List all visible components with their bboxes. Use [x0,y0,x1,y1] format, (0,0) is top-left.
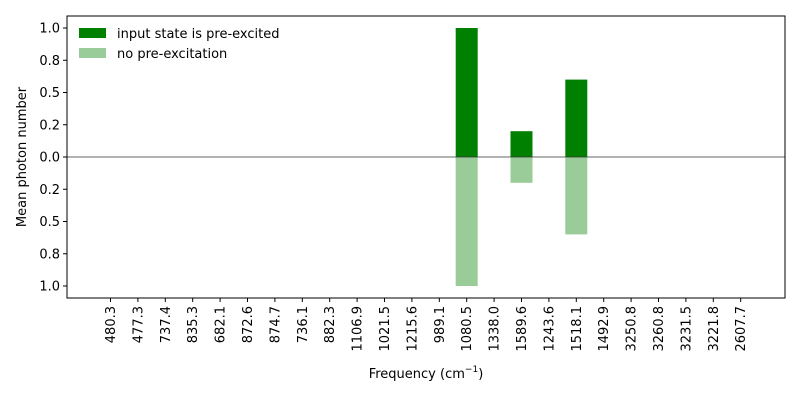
y-tick-label: 0.5 [39,86,60,101]
legend: input state is pre-excited no pre-excitat… [79,27,280,62]
x-tick-label: 1243.6 [542,306,557,352]
bar-no-pre-excitation-1518-1 [565,157,588,235]
y-tick-label: 0.8 [39,54,60,69]
x-tick-label: 882.3 [323,306,338,343]
y-axis-label: Mean photon number [15,86,30,227]
x-tick-label: 989.1 [433,306,448,343]
x-tick-label: 737.4 [159,306,174,343]
legend-swatch [79,48,106,58]
x-tick-label: 736.1 [296,306,311,343]
legend-label: input state is pre-excited [117,27,280,42]
x-axis-ticks: 480.3 477.3 737.4 835.3 682.1 872.6 874.7 736.1… [104,298,749,352]
bars-layer [455,28,588,286]
legend-label: no pre-excitation [117,47,227,62]
x-tick-label: 1589.6 [515,306,530,352]
x-tick-label: 3221.8 [707,306,722,352]
x-tick-label: 1080.5 [460,306,475,352]
x-tick-label: 1021.5 [378,306,393,352]
bar-no-pre-excitation-1589-6 [510,157,533,183]
x-tick-label: 3231.5 [679,306,694,352]
x-tick-label: 872.6 [241,306,256,343]
bar-pre-excited-1080-5 [455,28,478,157]
x-tick-label: 1338.0 [488,306,503,352]
x-tick-label: 835.3 [186,306,201,343]
x-axis-label-exponent: −1 [465,365,478,375]
x-tick-label: 1215.6 [405,306,420,352]
y-tick-label: 0.0 [39,151,60,166]
x-tick-label: 2607.7 [734,306,749,352]
bar-pre-excited-1589-6 [510,131,533,157]
x-tick-label: 3250.8 [625,306,640,352]
y-tick-label: 0.5 [39,215,60,230]
x-tick-label: 682.1 [214,306,229,343]
y-tick-label: 1.0 [39,280,60,295]
y-tick-label: 0.2 [39,183,60,198]
y-axis-ticks: 1.0 0.8 0.5 0.2 0.0 0.2 0.5 0.8 1.0 [39,22,67,295]
x-tick-label: 477.3 [131,306,146,343]
x-axis-label: Frequency (cm−1) [369,365,484,382]
y-tick-label: 0.2 [39,118,60,133]
x-axis-label-close: ) [478,367,483,382]
y-tick-label: 1.0 [39,22,60,37]
x-tick-label: 3260.8 [652,306,667,352]
x-axis-label-main: Frequency (cm [369,367,465,382]
x-tick-label: 480.3 [104,306,119,343]
bar-pre-excited-1518-1 [565,79,588,157]
x-tick-label: 874.7 [268,306,283,343]
y-tick-label: 0.8 [39,247,60,262]
x-tick-label: 1106.9 [351,306,366,352]
bar-no-pre-excitation-1080-5 [455,157,478,286]
x-tick-label: 1518.1 [570,306,585,352]
legend-swatch [79,28,106,38]
x-tick-label: 1492.9 [597,306,612,352]
